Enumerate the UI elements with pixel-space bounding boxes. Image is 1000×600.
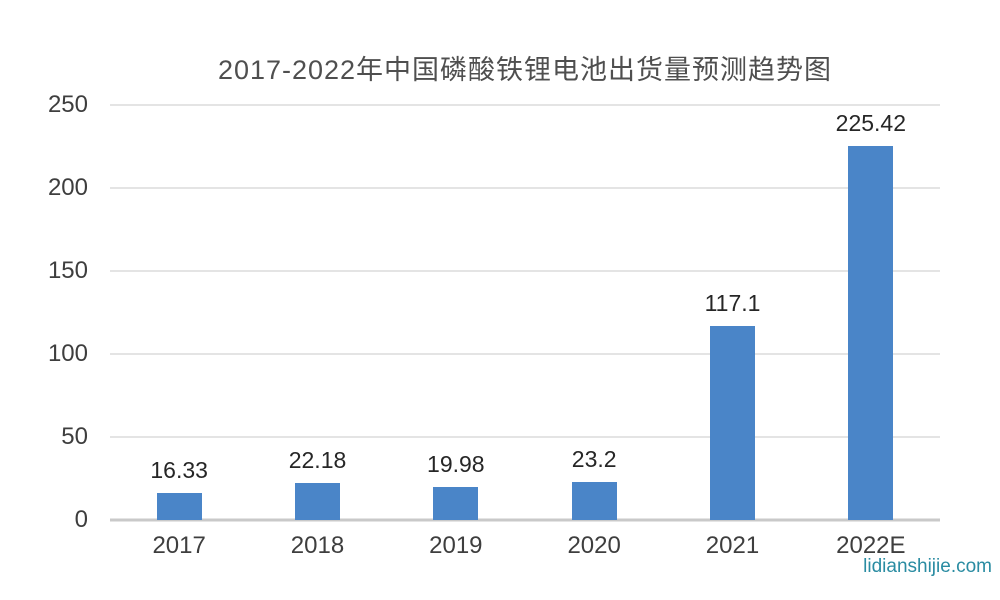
y-tick-label: 0	[74, 506, 88, 533]
bar-2020	[571, 481, 617, 520]
gridline	[110, 104, 940, 106]
x-tick-label: 2019	[429, 532, 483, 559]
bar-2022E	[848, 145, 894, 520]
bar-2018	[295, 483, 340, 520]
y-axis-labels: 0 50 100 150 200 250	[0, 93, 88, 532]
value-label: 19.98	[427, 450, 485, 477]
value-label: 16.33	[150, 456, 208, 483]
gridline	[110, 353, 940, 355]
gridline	[110, 270, 940, 272]
y-tick-label: 100	[47, 340, 88, 367]
chart-title: 2017-2022年中国磷酸铁锂电池出货量预测趋势图	[217, 55, 833, 85]
value-label: 22.18	[288, 447, 347, 474]
bar-2021	[710, 325, 755, 520]
bar-2017	[156, 492, 202, 520]
value-label: 225.42	[835, 109, 907, 136]
x-tick-label: 2021	[705, 532, 760, 559]
x-tick-label: 2022E	[836, 532, 906, 559]
value-label: 117.1	[704, 289, 761, 316]
watermark: lidianshijie.com	[863, 556, 992, 577]
value-label: 23.2	[571, 445, 617, 472]
y-tick-label: 200	[47, 174, 88, 201]
y-tick-label: 250	[47, 91, 88, 118]
plot-area: 16.33 22.18 19.98 23.2 117.1 225.42	[110, 104, 940, 522]
y-tick-label: 50	[61, 423, 88, 450]
gridline	[110, 436, 940, 438]
x-tick-label: 2017	[152, 532, 206, 559]
bar-2019	[433, 486, 479, 520]
x-tick-label: 2020	[567, 532, 621, 559]
x-tick-label: 2018	[290, 532, 345, 559]
x-axis-line	[110, 518, 940, 522]
y-tick-label: 150	[47, 257, 88, 284]
gridline	[110, 187, 940, 189]
x-axis-labels: 2017 2018 2019 2020 2021 2022E	[110, 534, 940, 570]
